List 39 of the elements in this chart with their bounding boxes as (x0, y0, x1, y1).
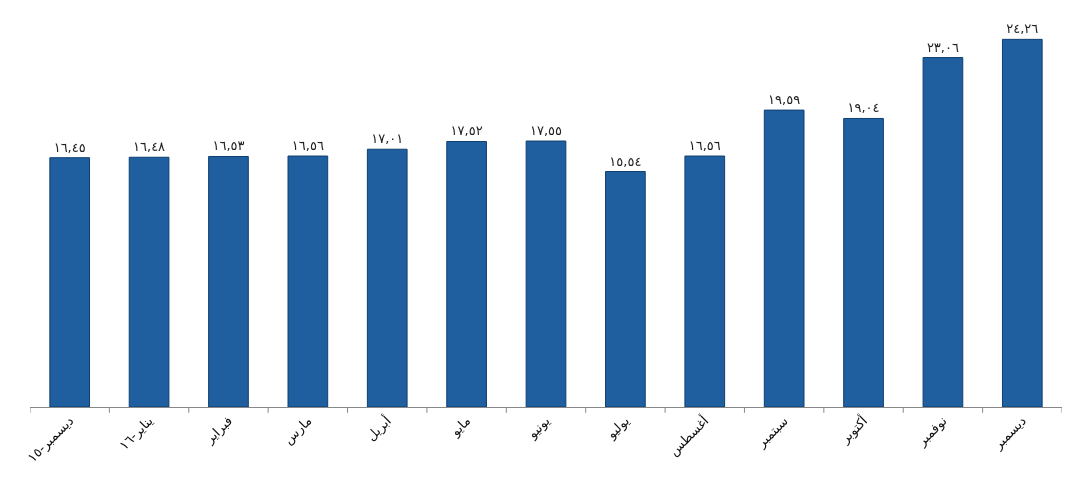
x-tick-label: فبراير (201, 413, 236, 448)
bar (208, 155, 249, 407)
data-label: ٢٣,٠٦ (926, 39, 959, 55)
x-tick-label: يونيو (524, 412, 554, 443)
data-label: ١٧,٠١ (371, 131, 404, 147)
bar (684, 155, 726, 407)
data-label: ١٩,٠٤ (847, 100, 880, 116)
data-label: ١٦,٤٥ (53, 139, 86, 155)
x-tick-label: أكتوبر (836, 412, 871, 448)
data-label: ٢٤,٢٦ (1006, 21, 1039, 37)
bar (1001, 38, 1043, 407)
data-label: ١٧,٥٢ (450, 123, 483, 139)
bar (49, 157, 91, 407)
bar (366, 148, 408, 407)
data-label: ١٦,٥٦ (291, 138, 324, 154)
x-tick-label: أبريل (362, 412, 395, 445)
bar (763, 109, 805, 407)
x-tick-label: مارس (280, 413, 316, 448)
data-label: ١٦,٥٣ (212, 138, 245, 154)
bar (128, 156, 170, 407)
bar (446, 140, 487, 407)
bar (605, 171, 646, 407)
data-label: ١٧,٥٥ (529, 123, 563, 139)
x-tick-label: نوفمبر (913, 413, 951, 451)
bar (922, 57, 964, 407)
data-label: ١٦,٤٨ (133, 139, 166, 155)
x-tick-label: مايو (446, 413, 475, 441)
bar (843, 117, 884, 407)
x-tick-label: سبتمبر (753, 413, 792, 452)
data-label: ١٩,٥٩ (768, 92, 801, 108)
bar (525, 140, 567, 407)
x-tick-label: يناير-١٦ (116, 412, 157, 454)
x-tick-label: ديسمبر (989, 413, 1030, 454)
data-label: ١٦,٥٦ (688, 138, 721, 154)
data-label: ١٥,٥٤ (609, 153, 642, 169)
bar (287, 155, 329, 407)
x-tick-label: يوليو (603, 412, 634, 443)
x-tick-label: أغسطس (665, 412, 713, 460)
x-tick-label: ديسمبر-١٥ (24, 413, 78, 466)
